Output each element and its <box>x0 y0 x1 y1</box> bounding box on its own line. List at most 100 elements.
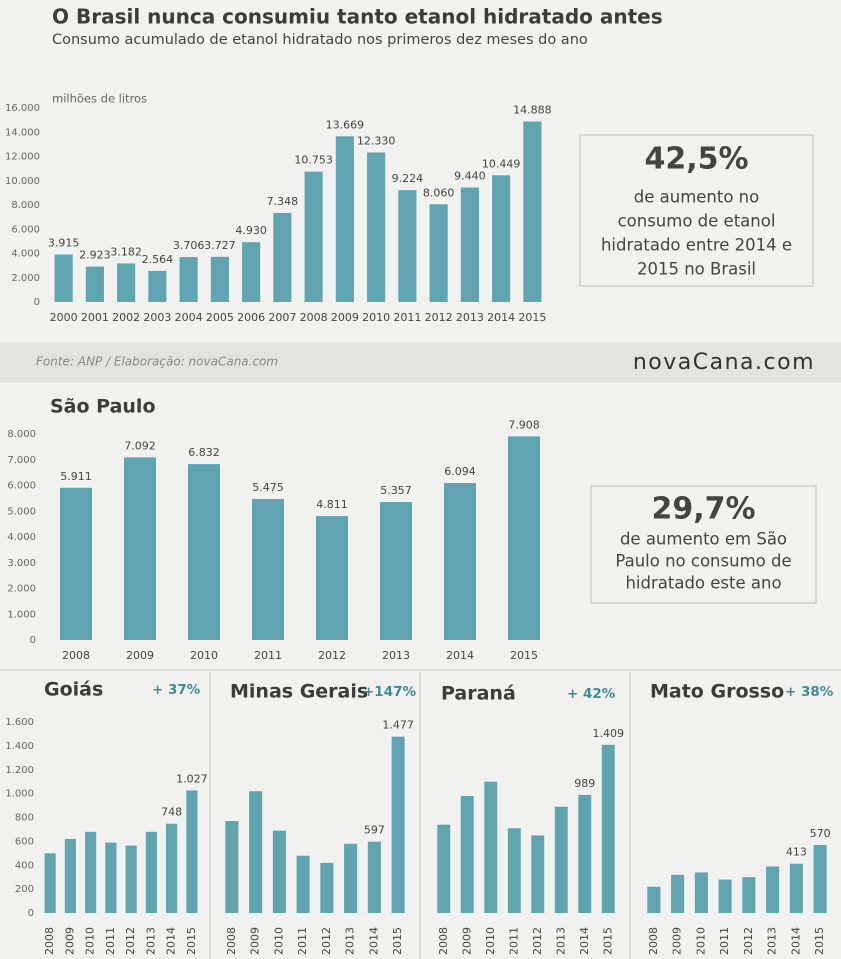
x-tick-label: 2015 <box>601 927 614 955</box>
x-tick-label: 2008 <box>647 927 660 955</box>
chart-subtitle: Consumo acumulado de etanol hidratado no… <box>52 32 588 48</box>
y-tick-label: 4.000 <box>7 532 36 543</box>
x-tick-label: 2014 <box>487 311 515 324</box>
data-label: 3.706 <box>173 239 205 252</box>
x-tick-label: 2012 <box>742 927 755 955</box>
x-tick-label: 2010 <box>694 927 707 955</box>
x-tick-label: 2010 <box>190 649 218 662</box>
bar <box>125 845 137 913</box>
y-tick-label: 1.000 <box>7 609 36 620</box>
data-label: 3.915 <box>48 237 80 250</box>
bar <box>492 175 511 302</box>
x-tick-label: 2015 <box>518 311 546 324</box>
x-tick-label: 2008 <box>43 927 56 955</box>
callout-text: consumo de etanol <box>618 212 776 231</box>
callout-box <box>579 134 814 287</box>
bar <box>304 171 323 302</box>
annotation: + 38% <box>785 684 834 700</box>
bar <box>124 457 156 640</box>
y-tick-label: 4.000 <box>11 249 40 260</box>
x-tick-label: 2001 <box>81 311 109 324</box>
chart-title: Minas Gerais <box>230 681 368 703</box>
bar <box>117 263 136 302</box>
x-tick-label: 2002 <box>112 311 140 324</box>
x-tick-label: 2015 <box>813 927 826 955</box>
annotation: + 37% <box>152 682 201 698</box>
data-label: 4.930 <box>235 224 267 237</box>
x-tick-label: 2010 <box>484 927 497 955</box>
bar <box>789 863 803 913</box>
data-label: 10.449 <box>482 157 521 170</box>
y-tick-label: 0 <box>28 908 34 919</box>
callout-text: 2015 no Brasil <box>637 260 756 279</box>
callout-text: hidratado este ano <box>625 574 781 593</box>
y-tick-label: 0 <box>34 297 40 308</box>
data-label: 14.888 <box>513 103 552 116</box>
x-tick-label: 2009 <box>249 927 262 955</box>
y-tick-label: 1.200 <box>5 765 34 776</box>
y-tick-label: 3.000 <box>7 558 36 569</box>
x-tick-label: 2006 <box>237 311 265 324</box>
x-tick-label: 2012 <box>318 649 346 662</box>
bar <box>460 796 474 913</box>
x-tick-label: 2011 <box>718 927 731 955</box>
bar <box>647 886 661 913</box>
bar <box>742 877 756 913</box>
data-label: 2.923 <box>79 249 111 262</box>
callout-headline: 42,5% <box>644 142 748 177</box>
bar <box>391 736 405 913</box>
callout-headline: 29,7% <box>651 492 755 527</box>
x-tick-label: 2015 <box>391 927 404 955</box>
callout-text: de aumento em São <box>620 530 787 549</box>
y-tick-label: 2.000 <box>7 584 36 595</box>
bar <box>316 516 348 640</box>
x-tick-label: 2008 <box>225 927 238 955</box>
chart-title: Goiás <box>44 679 103 701</box>
callout-box <box>590 485 817 604</box>
data-label: 8.060 <box>423 186 455 199</box>
bar <box>85 831 97 913</box>
x-tick-label: 2014 <box>789 927 802 955</box>
bar <box>188 464 220 640</box>
bar <box>60 487 92 640</box>
callout-text: de aumento no <box>634 188 759 207</box>
data-label: 7.092 <box>124 439 156 452</box>
bar <box>671 874 685 913</box>
bar <box>320 862 334 913</box>
chart-title: Mato Grosso <box>650 681 784 703</box>
x-tick-label: 2011 <box>296 927 309 955</box>
data-label: 9.440 <box>454 170 486 183</box>
bar <box>105 842 117 913</box>
x-tick-label: 2009 <box>460 927 473 955</box>
bar <box>64 838 76 913</box>
y-tick-label: 6.000 <box>11 224 40 235</box>
x-tick-label: 2013 <box>766 927 779 955</box>
bar <box>437 824 451 913</box>
y-tick-label: 8.000 <box>7 429 36 440</box>
bar <box>531 835 545 913</box>
bar <box>367 841 381 913</box>
x-tick-label: 2011 <box>393 311 421 324</box>
y-tick-label: 1.400 <box>5 741 34 752</box>
y-tick-label: 10.000 <box>5 176 40 187</box>
bar <box>507 828 521 913</box>
data-label: 989 <box>574 777 595 790</box>
data-label: 13.669 <box>326 118 365 131</box>
x-tick-label: 2005 <box>206 311 234 324</box>
data-label: 413 <box>786 846 807 859</box>
data-label: 2.564 <box>142 253 174 266</box>
bar <box>44 853 56 913</box>
x-tick-label: 2009 <box>63 927 76 955</box>
data-label: 7.908 <box>508 418 540 431</box>
data-label: 5.357 <box>380 484 412 497</box>
bar <box>601 744 615 913</box>
x-tick-label: 2008 <box>300 311 328 324</box>
bar <box>249 791 263 913</box>
bar <box>766 866 780 913</box>
data-label: 4.811 <box>316 498 348 511</box>
data-label: 5.475 <box>252 481 284 494</box>
logo: novaCana.com <box>633 350 815 375</box>
x-tick-label: 2014 <box>165 927 178 955</box>
x-tick-label: 2009 <box>126 649 154 662</box>
